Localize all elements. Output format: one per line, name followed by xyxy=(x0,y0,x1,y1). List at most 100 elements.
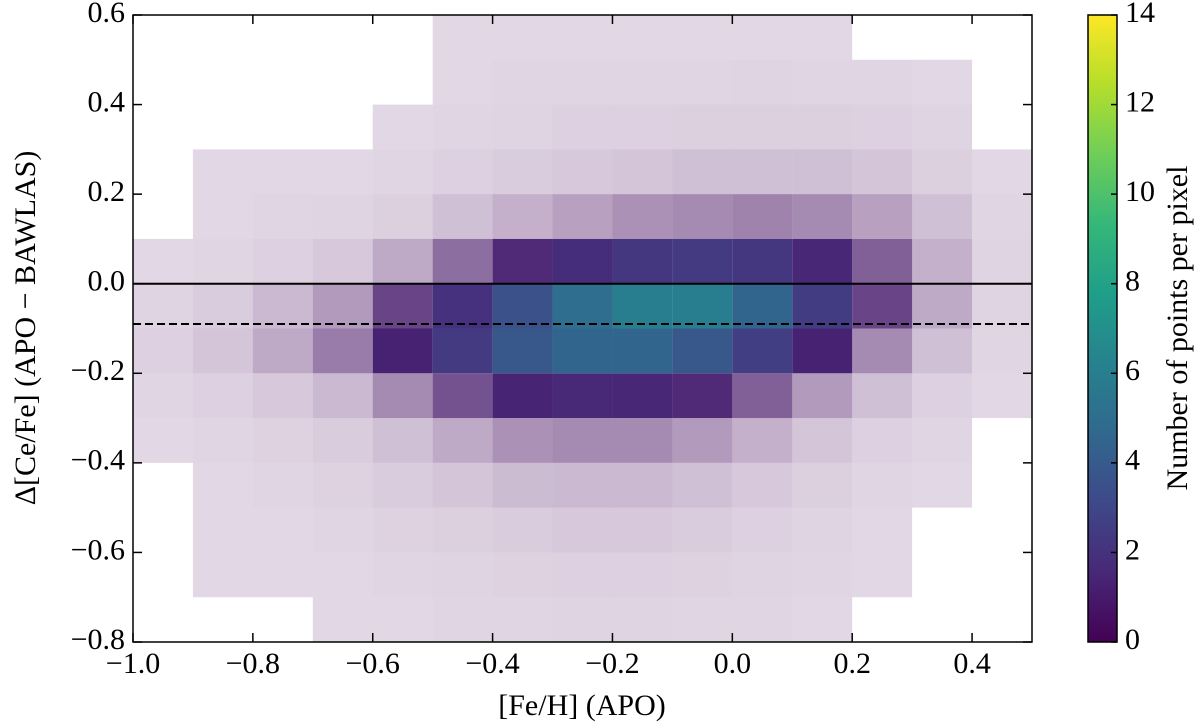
density-cell xyxy=(972,328,1032,374)
density-cell xyxy=(192,149,253,195)
y-tick-label: 0.4 xyxy=(88,85,126,118)
density-cell xyxy=(792,418,853,463)
density-cell xyxy=(792,238,853,284)
density-cell xyxy=(552,552,613,598)
colorbar-tick-label: 14 xyxy=(1125,0,1155,29)
density-cell xyxy=(252,507,313,553)
density-cell xyxy=(912,462,973,508)
density-cell xyxy=(672,418,733,463)
density-cell xyxy=(732,238,793,284)
density-cell xyxy=(312,418,373,463)
density-cell xyxy=(852,418,913,463)
density-cell xyxy=(192,418,253,463)
density-cell xyxy=(852,552,913,598)
density-cell xyxy=(672,59,733,105)
y-tick-label: −0.6 xyxy=(71,533,125,566)
colorbar-tick-label: 12 xyxy=(1125,85,1155,118)
y-tick-label: 0.2 xyxy=(88,175,126,208)
x-tick-label: −1.0 xyxy=(106,647,160,680)
density-cell xyxy=(432,104,493,150)
density-cell xyxy=(612,507,673,553)
density-cell xyxy=(432,597,493,642)
colorbar-tick-label: 6 xyxy=(1125,354,1140,387)
density-cell xyxy=(492,328,553,374)
density-cell xyxy=(672,149,733,195)
colorbar-tick-label: 0 xyxy=(1125,623,1140,656)
colorbar-tick-label: 8 xyxy=(1125,265,1140,298)
density-cell xyxy=(133,328,193,374)
density-cell xyxy=(252,194,313,239)
density-cell xyxy=(372,462,433,508)
density-cell xyxy=(732,104,793,150)
density-cell xyxy=(552,104,613,150)
density-cell xyxy=(972,238,1032,284)
density-cell xyxy=(552,283,613,329)
density-cell xyxy=(852,59,913,105)
y-tick-label: 0.0 xyxy=(88,265,126,298)
density-cell xyxy=(612,194,673,239)
density-cell xyxy=(432,373,493,419)
density-cell xyxy=(852,149,913,195)
density-cell xyxy=(912,238,973,284)
density-cell xyxy=(192,507,253,553)
density-cell xyxy=(552,238,613,284)
density-cell xyxy=(432,283,493,329)
x-tick-label: −0.8 xyxy=(226,647,280,680)
density-cell xyxy=(612,373,673,419)
density-cell xyxy=(672,552,733,598)
density-cell xyxy=(432,15,493,60)
density-cell xyxy=(432,149,493,195)
density-cell xyxy=(192,238,253,284)
density-cell xyxy=(852,194,913,239)
y-tick-label: −0.4 xyxy=(71,444,125,477)
density-cell xyxy=(552,194,613,239)
density-cell xyxy=(372,597,433,642)
density-cell xyxy=(312,283,373,329)
density-cell xyxy=(432,507,493,553)
density-cell xyxy=(492,59,553,105)
density-cell xyxy=(852,328,913,374)
density-cell xyxy=(372,238,433,284)
density-cell xyxy=(252,149,313,195)
density-cell xyxy=(792,552,853,598)
density-cell xyxy=(133,238,193,284)
density-cell xyxy=(252,373,313,419)
density-cell xyxy=(492,104,553,150)
density-cell xyxy=(852,462,913,508)
density-cell xyxy=(792,149,853,195)
density-cell xyxy=(492,238,553,284)
density-cell xyxy=(732,328,793,374)
density-cell xyxy=(912,283,973,329)
density-cell xyxy=(372,194,433,239)
density-cell xyxy=(432,238,493,284)
density-cell xyxy=(612,238,673,284)
density-cell xyxy=(852,238,913,284)
density-cell xyxy=(192,194,253,239)
density-cell xyxy=(672,507,733,553)
y-tick-label: −0.2 xyxy=(71,354,125,387)
density-cell xyxy=(312,552,373,598)
density-cell xyxy=(432,552,493,598)
density-cell xyxy=(912,149,973,195)
density-cell xyxy=(312,597,373,642)
x-tick-label: 0.4 xyxy=(953,647,991,680)
density-cell xyxy=(552,328,613,374)
density-cell xyxy=(792,104,853,150)
density-cell xyxy=(133,418,193,463)
density-cell xyxy=(792,462,853,508)
density-cell xyxy=(552,373,613,419)
density-cell xyxy=(372,373,433,419)
density-cell xyxy=(492,507,553,553)
density-cell xyxy=(552,507,613,553)
density-cell xyxy=(732,552,793,598)
density-cell xyxy=(492,149,553,195)
density-cell xyxy=(912,418,973,463)
density-cell xyxy=(672,328,733,374)
density-cell xyxy=(972,149,1032,195)
density-cell xyxy=(792,328,853,374)
density-cell xyxy=(552,149,613,195)
density-cell xyxy=(912,104,973,150)
density-cell xyxy=(732,597,793,642)
density-cell xyxy=(672,283,733,329)
